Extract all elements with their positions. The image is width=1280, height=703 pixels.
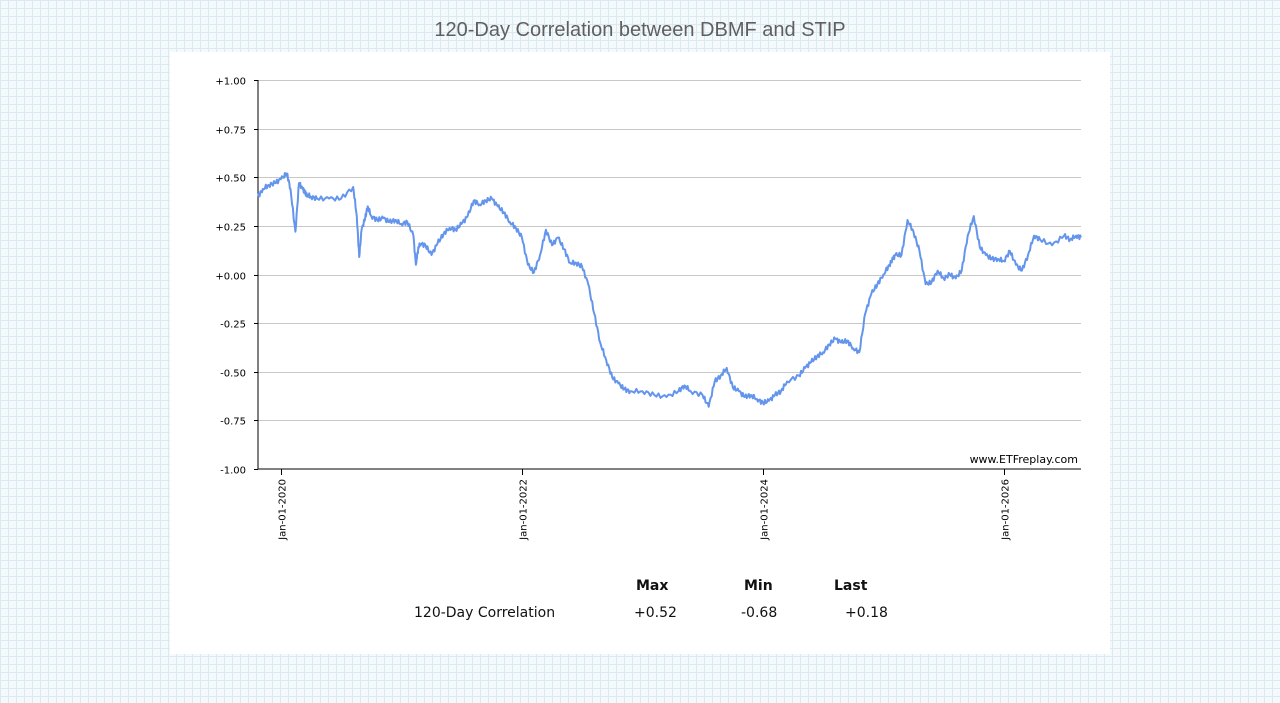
x-tick-label: Jan-01-2024: [760, 479, 771, 541]
y-tick-label: -1.00: [220, 466, 246, 477]
chart-svg: +1.00 +0.75 +0.50 +0.25 +0.00 -0.25 -0.50 -0.75…: [215, 77, 1082, 541]
y-tick-label: -0.75: [220, 417, 246, 428]
x-tick-label: Jan-01-2020: [278, 479, 289, 541]
y-tick-label: -0.25: [220, 320, 246, 331]
stats-value-last: +0.18: [845, 605, 888, 621]
stats-value-max: +0.52: [634, 605, 677, 621]
stats-value-min: -0.68: [741, 605, 778, 621]
x-tick-label: Jan-01-2026: [1001, 479, 1012, 541]
stats-row-label: 120-Day Correlation: [414, 605, 556, 621]
x-tick-label: Jan-01-2022: [519, 479, 530, 541]
stats-header-max: Max: [636, 578, 669, 594]
y-tick-label: +1.00: [215, 77, 246, 88]
y-tick-label: +0.50: [215, 174, 246, 185]
chart-panel: +1.00 +0.75 +0.50 +0.25 +0.00 -0.25 -0.50 -0.75…: [170, 52, 1110, 654]
stats-header-min: Min: [744, 578, 773, 594]
y-tick-label: -0.50: [220, 369, 246, 380]
watermark: www.ETFreplay.com: [970, 453, 1078, 466]
y-tick-label: +0.75: [215, 126, 246, 137]
y-tick-label: +0.25: [215, 223, 246, 234]
series-line: [257, 172, 1082, 408]
y-tick-label: +0.00: [215, 272, 246, 283]
chart-title: 120-Day Correlation between DBMF and STI…: [434, 19, 846, 41]
stats-header-last: Last: [834, 578, 868, 594]
